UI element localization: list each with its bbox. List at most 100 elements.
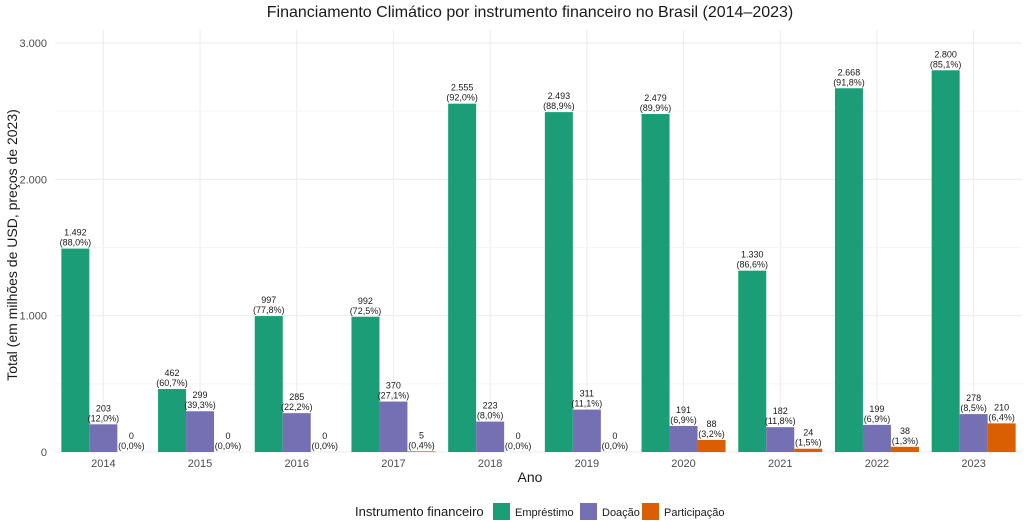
data-label-percent: (22,2%) (281, 402, 313, 412)
bar-doação (186, 411, 215, 452)
data-label-value: 199 (869, 404, 884, 414)
data-label-value: 191 (676, 405, 691, 415)
data-label-value: 203 (96, 403, 111, 413)
data-label-percent: (0,0%) (118, 441, 145, 451)
data-label-value: 0 (129, 431, 134, 441)
legend-label: Doação (602, 507, 640, 519)
data-label-percent: (1,5%) (795, 438, 822, 448)
bar-empréstimo (158, 389, 187, 452)
data-label-value: 38 (900, 426, 910, 436)
bar-doação (89, 424, 118, 452)
data-label-percent: (1,3%) (892, 436, 919, 446)
data-label-value: 285 (289, 392, 304, 402)
data-label-percent: (8,5%) (960, 403, 987, 413)
y-tick-label: 1.000 (19, 311, 47, 323)
bar-participação (794, 448, 823, 452)
data-label-value: 2.555 (451, 83, 474, 93)
bar-empréstimo (61, 248, 90, 452)
bar-doação (862, 424, 891, 452)
bar-doação (766, 427, 795, 452)
data-label-percent: (0,0%) (215, 441, 242, 451)
data-label-percent: (88,0%) (60, 238, 92, 248)
x-axis-ticks: 2014 2015 2016 2017 2018 2019 2020 2021 2022 2023 (91, 458, 986, 470)
x-tick-label: 2022 (865, 458, 889, 470)
data-label-percent: (91,8%) (833, 77, 865, 87)
data-label-value: 299 (193, 390, 208, 400)
bar-doação (379, 401, 408, 452)
x-tick-label: 2015 (188, 458, 212, 470)
data-label-value: 0 (612, 431, 617, 441)
y-tick-label: 3.000 (19, 38, 47, 50)
data-label-value: 5 (419, 430, 424, 440)
legend-swatch (493, 503, 510, 520)
y-axis-title: Total (em milhões de USD, preços de 2023… (4, 109, 20, 381)
data-label-percent: (60,7%) (156, 378, 188, 388)
legend-label: Empréstimo (515, 507, 574, 519)
y-tick-label: 0 (41, 447, 47, 459)
data-label-percent: (77,8%) (253, 305, 285, 315)
data-label-value: 223 (483, 401, 498, 411)
data-label-percent: (0,0%) (311, 441, 338, 451)
bars (61, 70, 1016, 453)
x-tick-label: 2021 (768, 458, 792, 470)
data-label-value: 24 (803, 428, 813, 438)
bar-doação (669, 425, 698, 452)
bar-doação (959, 414, 988, 452)
data-labels: 1.492(88,0%) 462(60,7%) 997(77,8%) 992(72,5… (60, 49, 1015, 451)
bar-empréstimo (448, 103, 477, 452)
data-label-percent: (89,9%) (640, 103, 672, 113)
bar-empréstimo (641, 114, 670, 452)
data-label-percent: (11,8%) (765, 416, 796, 426)
bar-participação (987, 423, 1016, 452)
bar-doação (282, 413, 311, 452)
legend-swatch (580, 503, 597, 520)
data-label-percent: (85,1%) (930, 59, 962, 69)
data-label-percent: (6,4%) (988, 412, 1015, 422)
data-label-percent: (11,1%) (571, 399, 602, 409)
data-label-percent: (6,9%) (670, 415, 697, 425)
data-label-percent: (0,4%) (408, 440, 435, 450)
chart-title: Financiamento Climático por instrumento … (267, 4, 794, 21)
x-tick-label: 2016 (285, 458, 309, 470)
x-tick-label: 2017 (381, 458, 405, 470)
legend-label: Participação (664, 507, 725, 519)
data-label-percent: (92,0%) (446, 93, 478, 103)
x-tick-label: 2019 (575, 458, 599, 470)
data-label-percent: (72,5%) (350, 306, 382, 316)
y-axis-ticks: 0 1.000 2.000 3.000 (19, 38, 47, 459)
x-tick-label: 2023 (961, 458, 985, 470)
data-label-value: 462 (165, 368, 180, 378)
x-tick-label: 2020 (671, 458, 695, 470)
bar-empréstimo (834, 88, 863, 452)
legend-swatch (642, 503, 659, 520)
bar-participação (407, 451, 436, 452)
data-label-value: 0 (226, 431, 231, 441)
data-label-value: 0 (322, 431, 327, 441)
bar-empréstimo (351, 316, 380, 452)
data-label-value: 2.479 (644, 93, 667, 103)
data-label-value: 0 (516, 431, 521, 441)
bar-empréstimo (931, 70, 960, 453)
data-label-percent: (27,1%) (378, 391, 410, 401)
bar-participação (697, 440, 726, 452)
data-label-percent: (0,0%) (505, 441, 532, 451)
bar-empréstimo (738, 270, 767, 452)
data-label-value: 88 (707, 419, 717, 429)
x-tick-label: 2018 (478, 458, 502, 470)
data-label-value: 210 (994, 402, 1009, 412)
x-axis-title: Ano (518, 469, 543, 485)
data-label-percent: (3,2%) (698, 429, 725, 439)
data-label-percent: (39,3%) (184, 400, 216, 410)
bar-doação (572, 409, 601, 452)
y-tick-label: 2.000 (19, 174, 47, 186)
data-label-value: 2.668 (838, 67, 861, 77)
data-label-value: 992 (358, 296, 373, 306)
data-label-value: 2.493 (548, 91, 571, 101)
data-label-value: 1.330 (741, 250, 764, 260)
data-label-percent: (8,0%) (477, 411, 504, 421)
data-label-value: 311 (580, 389, 594, 399)
data-label-value: 2.800 (934, 49, 957, 59)
bar-empréstimo (254, 316, 283, 452)
data-label-percent: (0,0%) (602, 441, 629, 451)
